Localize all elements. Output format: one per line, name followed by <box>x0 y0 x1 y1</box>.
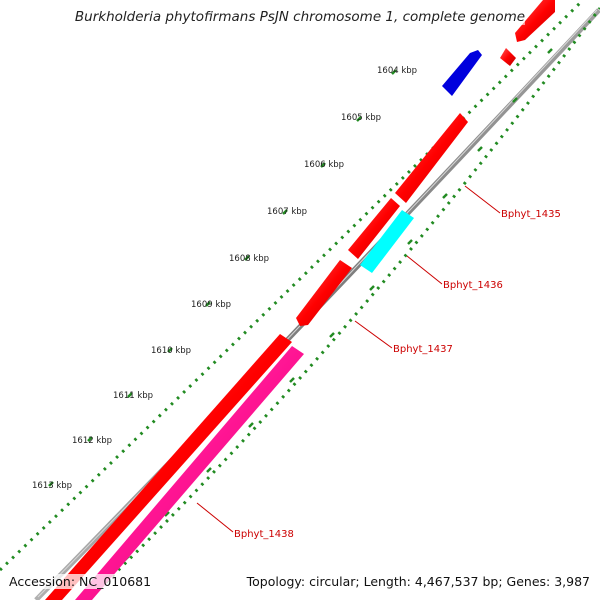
leader-lines <box>196 185 501 533</box>
gene-arrow[interactable] <box>45 334 292 600</box>
accession-label: Accession: NC_010681 <box>9 574 152 589</box>
outer-dotted-track <box>0 0 585 572</box>
kbp-label: 1607 kbp <box>267 207 307 217</box>
gene-arrow[interactable] <box>500 48 516 66</box>
gene-arrow[interactable] <box>442 50 482 96</box>
kbp-label: 1606 kbp <box>304 160 344 170</box>
kbp-label: 1605 kbp <box>341 113 381 123</box>
kbp-label: 1609 kbp <box>191 300 231 310</box>
gene-arrow[interactable] <box>515 0 555 42</box>
gene-arrow[interactable] <box>348 198 400 259</box>
kbp-label: 1608 kbp <box>229 254 269 264</box>
kbp-label: 1604 kbp <box>377 66 417 76</box>
gene-label-bphyt-1435: Bphyt_1435 <box>501 209 561 220</box>
gene-arrow[interactable] <box>75 346 304 600</box>
gene-label-bphyt-1436: Bphyt_1436 <box>443 280 503 291</box>
kbp-label: 1612 kbp <box>72 436 112 446</box>
gene-arrow[interactable] <box>360 210 414 273</box>
map-title: Burkholderia phytofirmans PsJN chromosom… <box>74 9 526 25</box>
kbp-label: 1611 kbp <box>113 391 153 401</box>
gene-arrow[interactable] <box>296 260 352 326</box>
gene-label-bphyt-1438: Bphyt_1438 <box>234 529 294 540</box>
inner-dotted-track <box>86 7 600 600</box>
gene-label-bphyt-1437: Bphyt_1437 <box>393 344 453 355</box>
kbp-label: 1613 kbp <box>32 481 72 491</box>
kbp-ticks <box>48 69 397 487</box>
gene-arrow[interactable] <box>395 113 468 203</box>
genome-summary: Topology: circular; Length: 4,467,537 bp… <box>246 574 590 589</box>
kbp-label: 1610 kbp <box>151 346 191 356</box>
